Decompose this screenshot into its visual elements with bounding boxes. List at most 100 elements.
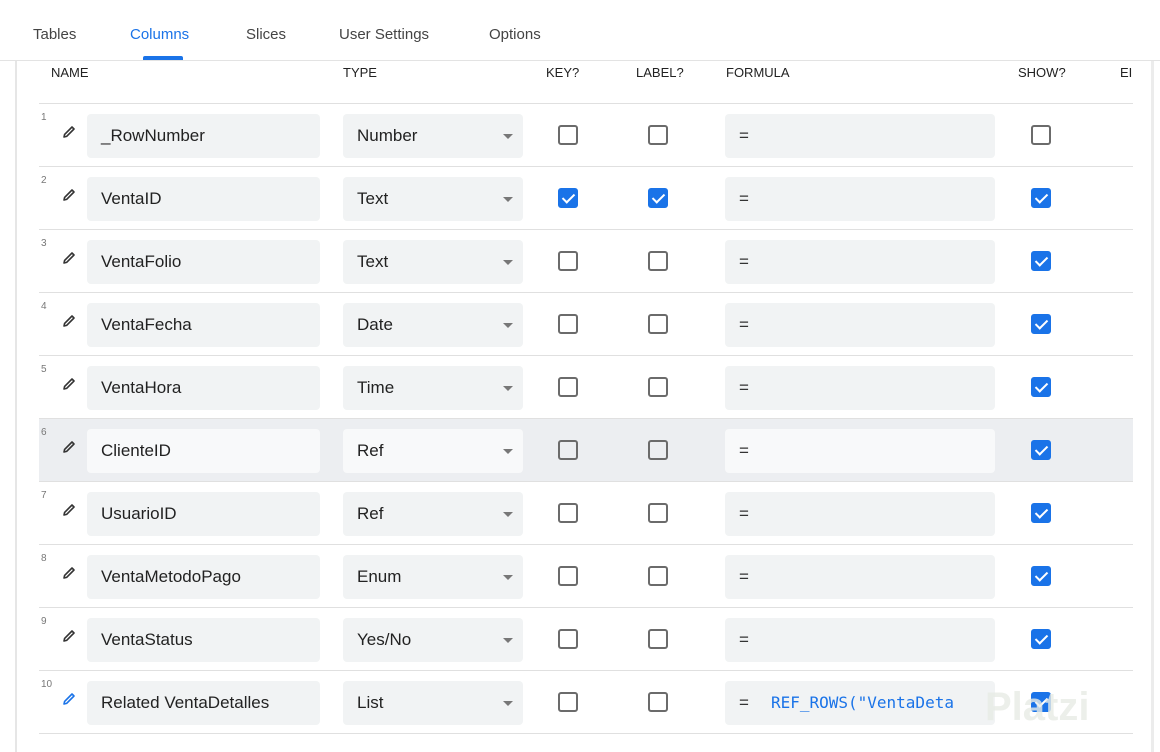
label-checkbox[interactable] (648, 440, 668, 460)
show-checkbox[interactable] (1031, 692, 1051, 712)
type-value: Number (357, 126, 418, 145)
scrollbar[interactable] (1151, 61, 1154, 752)
column-name-field[interactable]: VentaHora (87, 366, 320, 410)
pencil-edit-icon[interactable] (61, 565, 77, 581)
pencil-edit-icon[interactable] (61, 376, 77, 392)
key-checkbox[interactable] (558, 692, 578, 712)
divider (39, 544, 1133, 545)
show-checkbox[interactable] (1031, 440, 1051, 460)
pencil-edit-icon[interactable] (61, 124, 77, 140)
label-checkbox[interactable] (648, 503, 668, 523)
column-name-field[interactable]: VentaFecha (87, 303, 320, 347)
tab-slices[interactable]: Slices (246, 26, 287, 43)
column-name-field[interactable]: VentaStatus (87, 618, 320, 662)
pencil-edit-icon[interactable] (61, 628, 77, 644)
formula-field[interactable]: = (725, 492, 995, 536)
pencil-edit-icon[interactable] (61, 439, 77, 455)
column-name-field[interactable]: VentaMetodoPago (87, 555, 320, 599)
formula-field[interactable]: = (725, 429, 995, 473)
header-name: NAME (51, 65, 89, 80)
type-value: Yes/No (357, 630, 412, 649)
label-checkbox[interactable] (648, 566, 668, 586)
tab-options[interactable]: Options (489, 26, 541, 43)
key-checkbox[interactable] (558, 377, 578, 397)
column-name-field[interactable]: Related VentaDetalles (87, 681, 320, 725)
header-key: KEY? (546, 65, 580, 80)
dropdown-caret-icon (503, 638, 513, 643)
label-checkbox[interactable] (648, 251, 668, 271)
pencil-edit-icon[interactable] (61, 691, 77, 707)
show-checkbox[interactable] (1031, 377, 1051, 397)
column-type-select[interactable]: Text (343, 177, 523, 221)
active-tab-indicator (143, 56, 183, 60)
key-checkbox[interactable] (558, 314, 578, 334)
dropdown-caret-icon (503, 197, 513, 202)
tab-columns[interactable]: Columns (130, 26, 190, 43)
column-type-select[interactable]: Text (343, 240, 523, 284)
formula-field[interactable]: = REF_ROWS("VentaDeta (725, 681, 995, 725)
column-type-select[interactable]: Time (343, 366, 523, 410)
column-type-select[interactable]: Yes/No (343, 618, 523, 662)
column-row: 4 VentaFecha Date = (39, 293, 1133, 355)
dropdown-caret-icon (503, 701, 513, 706)
formula-equals: = (739, 315, 749, 334)
show-checkbox[interactable] (1031, 629, 1051, 649)
dropdown-caret-icon (503, 323, 513, 328)
label-checkbox[interactable] (648, 314, 668, 334)
label-checkbox[interactable] (648, 629, 668, 649)
key-checkbox[interactable] (558, 629, 578, 649)
formula-equals: = (739, 441, 749, 460)
label-checkbox[interactable] (648, 125, 668, 145)
column-type-select[interactable]: Number (343, 114, 523, 158)
formula-field[interactable]: = (725, 555, 995, 599)
label-checkbox[interactable] (648, 692, 668, 712)
column-name-field[interactable]: VentaID (87, 177, 320, 221)
pencil-edit-icon[interactable] (61, 250, 77, 266)
column-name-field[interactable]: VentaFolio (87, 240, 320, 284)
key-checkbox[interactable] (558, 566, 578, 586)
formula-field[interactable]: = (725, 303, 995, 347)
label-checkbox[interactable] (648, 188, 668, 208)
column-row: 3 VentaFolio Text = (39, 230, 1133, 292)
show-checkbox[interactable] (1031, 314, 1051, 334)
tab-user-settings[interactable]: User Settings (339, 26, 430, 43)
formula-field[interactable]: = (725, 240, 995, 284)
divider (39, 103, 1133, 104)
show-checkbox[interactable] (1031, 125, 1051, 145)
pencil-edit-icon[interactable] (61, 187, 77, 203)
pencil-edit-icon[interactable] (61, 313, 77, 329)
column-type-select[interactable]: Ref (343, 492, 523, 536)
show-checkbox[interactable] (1031, 503, 1051, 523)
type-value: Date (357, 315, 393, 334)
formula-field[interactable]: = (725, 114, 995, 158)
label-checkbox[interactable] (648, 377, 668, 397)
show-checkbox[interactable] (1031, 251, 1051, 271)
formula-field[interactable]: = (725, 618, 995, 662)
tab-tables[interactable]: Tables (33, 26, 77, 43)
formula-field[interactable]: = (725, 177, 995, 221)
row-number: 8 (41, 553, 47, 564)
column-type-select[interactable]: List (343, 681, 523, 725)
column-type-select[interactable]: Ref (343, 429, 523, 473)
column-type-select[interactable]: Date (343, 303, 523, 347)
show-checkbox[interactable] (1031, 566, 1051, 586)
type-value: Ref (357, 504, 384, 523)
key-checkbox[interactable] (558, 251, 578, 271)
show-checkbox[interactable] (1031, 188, 1051, 208)
column-type-select[interactable]: Enum (343, 555, 523, 599)
column-name-field[interactable]: UsuarioID (87, 492, 320, 536)
key-checkbox[interactable] (558, 188, 578, 208)
key-checkbox[interactable] (558, 125, 578, 145)
column-row: 1 _RowNumber Number = (39, 104, 1133, 166)
pencil-edit-icon[interactable] (61, 502, 77, 518)
formula-equals: = (739, 630, 749, 649)
key-checkbox[interactable] (558, 440, 578, 460)
column-name-field[interactable]: _RowNumber (87, 114, 320, 158)
column-row: 6 ClienteID Ref = (39, 419, 1133, 481)
column-row: 9 VentaStatus Yes/No = (39, 608, 1133, 670)
row-number: 5 (41, 364, 47, 375)
formula-field[interactable]: = (725, 366, 995, 410)
header-show: SHOW? (1018, 65, 1066, 80)
column-name-field[interactable]: ClienteID (87, 429, 320, 473)
key-checkbox[interactable] (558, 503, 578, 523)
